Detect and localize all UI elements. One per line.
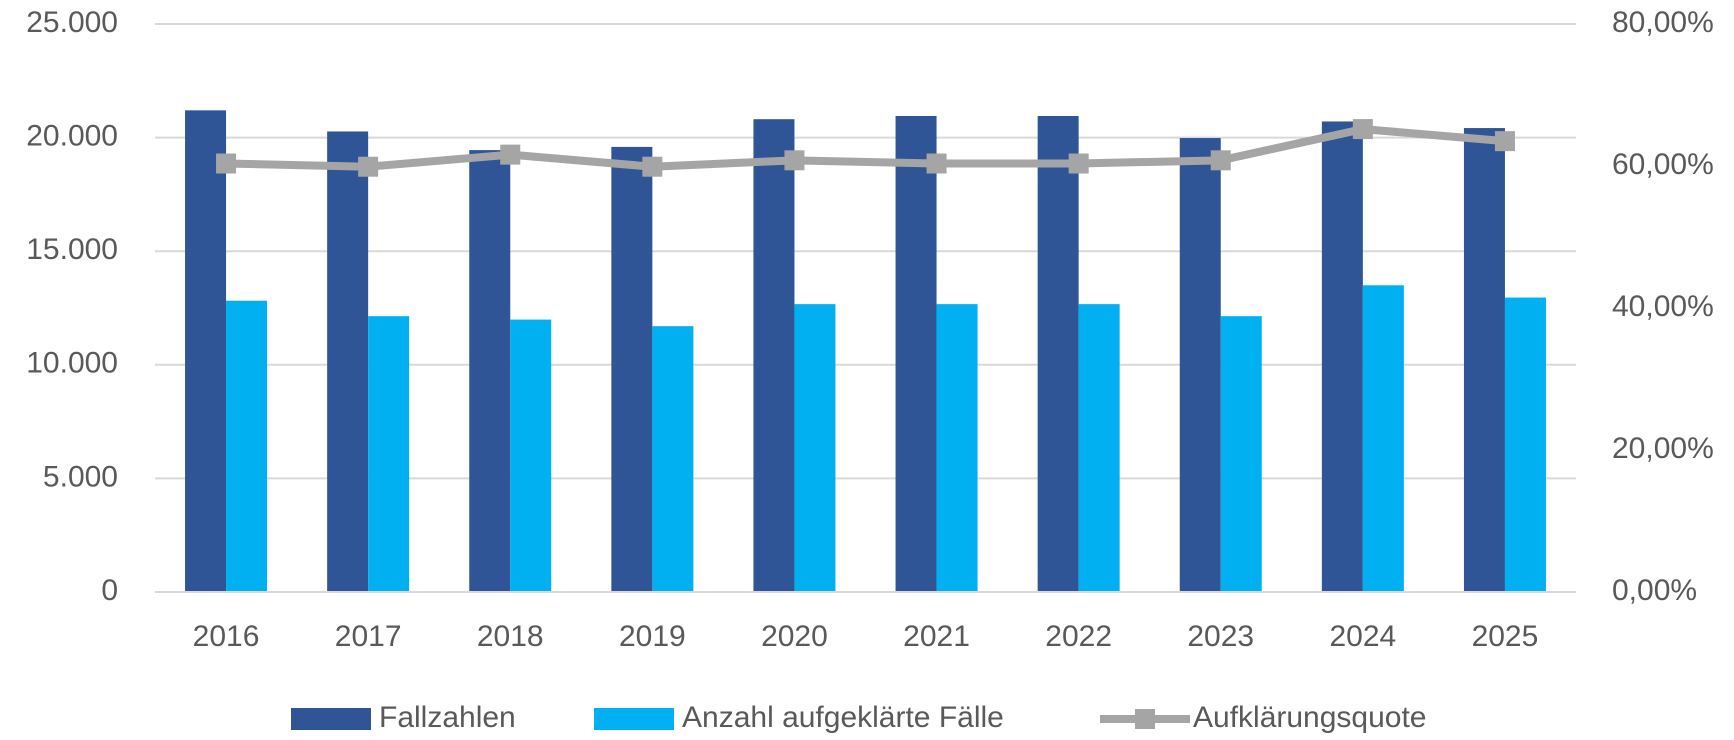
y-tick-label: 0	[101, 574, 118, 607]
bar	[652, 326, 694, 592]
bar	[936, 304, 978, 592]
line-marker	[784, 150, 805, 171]
y2-tick-label: 0,00%	[1612, 574, 1697, 607]
y2-tick-label: 60,00%	[1612, 148, 1714, 181]
bar	[753, 119, 795, 592]
line-marker	[1494, 131, 1515, 152]
legend-label: Anzahl aufgeklärte Fälle	[682, 701, 1004, 734]
line-marker	[926, 153, 947, 174]
bar	[1179, 138, 1221, 593]
bar	[327, 131, 369, 592]
bar	[1321, 121, 1363, 592]
line-marker	[642, 156, 663, 177]
bar	[226, 300, 268, 592]
bar	[1220, 316, 1262, 592]
bar	[1037, 116, 1079, 593]
bar	[469, 150, 511, 592]
legend-label: Aufklärungsquote	[1193, 701, 1427, 734]
line	[225, 125, 1506, 171]
line-marker	[1210, 150, 1231, 171]
legend-swatch	[594, 708, 674, 730]
legend-marker	[1135, 709, 1155, 729]
bar	[1362, 285, 1404, 592]
line-marker	[500, 144, 521, 165]
x-tick-label: 2021	[903, 620, 970, 653]
bar	[1078, 304, 1120, 592]
x-tick-label: 2016	[193, 620, 260, 653]
legend-label: Fallzahlen	[379, 701, 516, 734]
x-tick-label: 2024	[1329, 620, 1396, 653]
y-tick-label: 15.000	[26, 233, 118, 266]
bar	[794, 304, 836, 592]
y-tick-label: 5.000	[43, 460, 118, 493]
x-tick-label: 2017	[335, 620, 402, 653]
x-tick-label: 2023	[1187, 620, 1254, 653]
line-marker	[358, 156, 379, 177]
y2-tick-label: 80,00%	[1612, 6, 1714, 39]
bar	[185, 110, 227, 592]
bar	[1463, 128, 1505, 592]
line-marker	[1068, 153, 1089, 174]
y2-tick-label: 20,00%	[1612, 432, 1714, 465]
bar	[1504, 297, 1546, 592]
x-tick-label: 2025	[1472, 620, 1539, 653]
y-tick-label: 25.000	[26, 6, 118, 39]
x-tick-label: 2022	[1045, 620, 1112, 653]
x-tick-label: 2019	[619, 620, 686, 653]
line-marker	[216, 153, 237, 174]
y-tick-label: 20.000	[26, 120, 118, 153]
bar	[368, 316, 410, 592]
x-tick-label: 2020	[761, 620, 828, 653]
bar	[510, 319, 552, 592]
bar	[611, 146, 653, 592]
y-tick-label: 10.000	[26, 347, 118, 380]
legend-swatch	[291, 708, 371, 730]
bar	[895, 116, 937, 593]
y2-tick-label: 40,00%	[1612, 290, 1714, 323]
line-marker	[1352, 119, 1373, 140]
x-tick-label: 2018	[477, 620, 544, 653]
